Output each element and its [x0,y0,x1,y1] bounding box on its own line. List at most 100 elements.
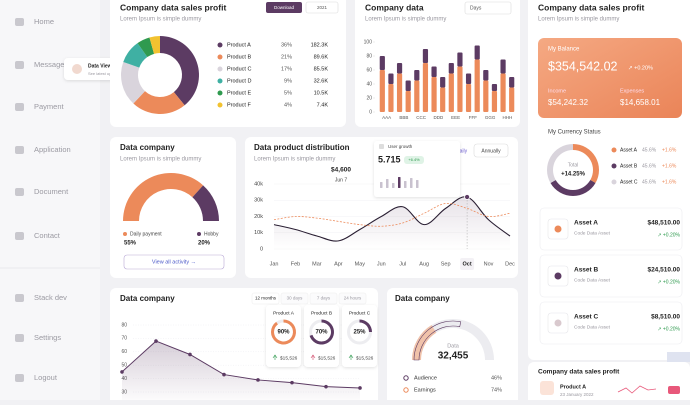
legend-dot [197,232,201,236]
y-tick-label: 60 [366,67,372,73]
x-tick-label: Oct [463,261,472,267]
label: +6.4% [408,157,420,162]
legend-dot [217,54,223,60]
legend-dot [403,375,409,381]
highlight-point [464,194,470,200]
mini-bar [398,177,401,188]
label: Lorem Ipsum is simple dummy [120,17,201,23]
point [188,352,192,357]
area [122,341,360,400]
donut-segment [149,36,160,54]
y-tick-label: 0 [369,109,372,115]
label: $15,526 [318,355,336,361]
label: Lorem Ipsum is simple dummy [365,17,446,23]
y-tick-label: 80 [121,322,127,328]
bar [465,84,472,112]
bar [396,73,403,112]
label: 5.715 [378,154,401,164]
view-all-button[interactable] [123,254,225,270]
label: Total [568,162,579,168]
area-fill [274,196,510,249]
mini-bar [386,179,389,188]
donut-segment [160,36,199,106]
x-tick-label: FFF [469,115,477,120]
download-button[interactable] [266,2,302,13]
menu-item[interactable]: Document [34,187,69,196]
menu-icon [15,188,24,196]
tab[interactable]: 30 days [287,296,304,301]
badge [404,156,424,164]
bar [483,80,489,112]
bar [474,45,480,60]
arrow-icon [272,354,278,360]
bar [396,63,403,74]
menu-item[interactable]: Message [34,60,64,69]
value-label: 5% [284,90,292,96]
label: Product C [349,310,371,316]
donut-segment [547,144,573,183]
x-tick-label: Jan [270,261,279,267]
card-title: Data company [395,294,450,303]
bar [448,63,454,74]
menu-item[interactable]: Logout [34,373,58,382]
label: Expenses [620,88,644,94]
tab[interactable]: 24 hours [344,296,362,301]
value-label: 20% [198,241,211,247]
asset-card [539,301,683,345]
tab[interactable]: 7 days [317,296,331,301]
bar [509,77,515,88]
label: Product B [311,310,332,316]
label: ↗ +0.20% [657,279,680,285]
label: 2021 [317,5,328,10]
point [222,372,226,377]
label: 25% [353,330,366,336]
menu-icon [15,146,24,154]
tab[interactable]: Annually [481,148,501,154]
legend-label: Asset C [620,179,638,185]
y-tick-label: 70 [121,336,127,342]
card [528,362,690,405]
arrow-icon [310,354,316,360]
period-select[interactable] [464,1,512,15]
bar [474,59,480,112]
tab[interactable]: Daily [456,148,468,154]
menu-item[interactable]: Application [34,145,71,154]
menu-item[interactable]: Home [34,17,54,26]
gauge-arc [412,325,437,360]
legend-dot [217,42,223,48]
y-tick-label: 20 [366,95,372,101]
legend-label: Asset B [620,163,638,169]
menu-item[interactable]: Payment [34,102,65,111]
menu-item[interactable]: Stack dev [34,293,67,302]
tab[interactable]: 12 months [255,296,277,301]
donut-segment [550,180,596,196]
x-tick-label: HHH [503,115,513,120]
tab-box [338,292,367,305]
change: +1.6% [662,179,677,185]
change: +1.6% [662,163,677,169]
annotation: $4,600 [331,167,351,174]
product-icon [540,381,554,395]
label: Code Data Asset [574,230,611,236]
product-card [266,305,301,367]
x-tick-label: Mar [312,261,322,267]
menu-item[interactable]: Settings [34,333,61,342]
legend-label: Audience [414,375,437,381]
value-label: 9% [284,78,292,84]
label: Code Data Asset [574,324,611,330]
x-tick-label: Feb [291,261,300,267]
y-tick-label: 100 [364,39,373,45]
year-select[interactable] [305,1,339,14]
bar [448,73,454,112]
donut-segment [573,144,599,183]
menu-item[interactable]: Contact [34,231,61,240]
x-tick-label: Sep [441,261,451,267]
amount: 10.5K [314,90,329,96]
mini-bar [416,180,419,188]
change: +1.6% [662,147,677,153]
legend-label: Asset A [620,147,638,153]
x-tick-label: EEE [451,115,460,120]
legend-dot [217,90,223,96]
bar [422,63,429,112]
